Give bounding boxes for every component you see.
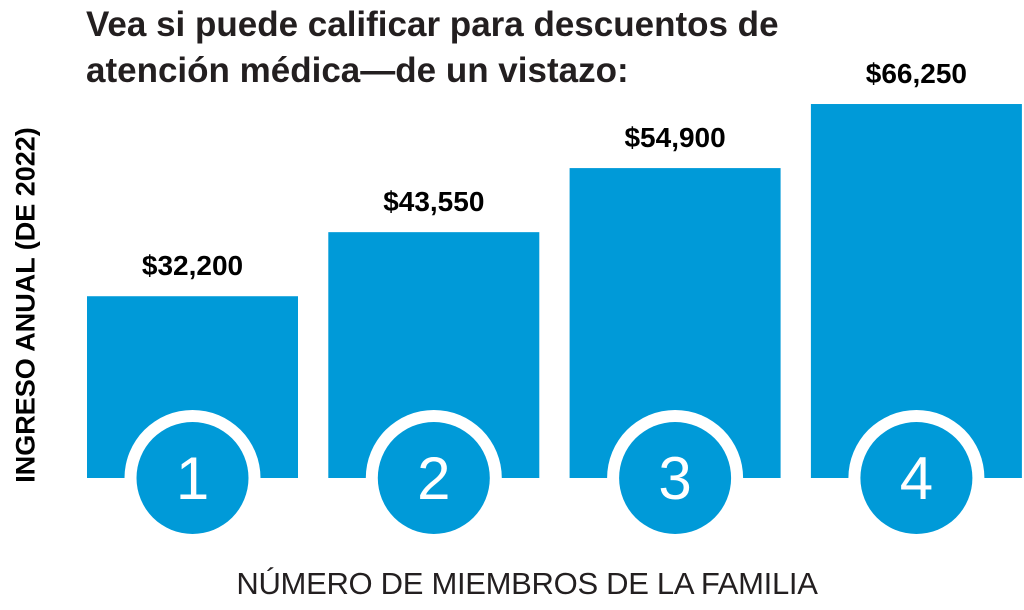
category-label: 2 bbox=[417, 445, 450, 512]
x-axis-label: NÚMERO DE MIEMBROS DE LA FAMILIA bbox=[236, 566, 818, 601]
category-circle bbox=[136, 422, 249, 534]
chart-title: Vea si puede calificar para descuentos d… bbox=[86, 5, 779, 90]
category-label: 1 bbox=[176, 445, 209, 512]
bar-value-label: $54,900 bbox=[624, 122, 725, 153]
category-label: 3 bbox=[658, 445, 691, 512]
category-circle bbox=[860, 422, 973, 534]
bar-value-label: $32,200 bbox=[142, 250, 243, 281]
category-circle bbox=[619, 422, 732, 534]
category-label: 4 bbox=[900, 445, 933, 512]
bar-value-label: $66,250 bbox=[866, 58, 967, 89]
category-circle bbox=[377, 422, 490, 534]
bar-value-label: $43,550 bbox=[383, 186, 484, 217]
